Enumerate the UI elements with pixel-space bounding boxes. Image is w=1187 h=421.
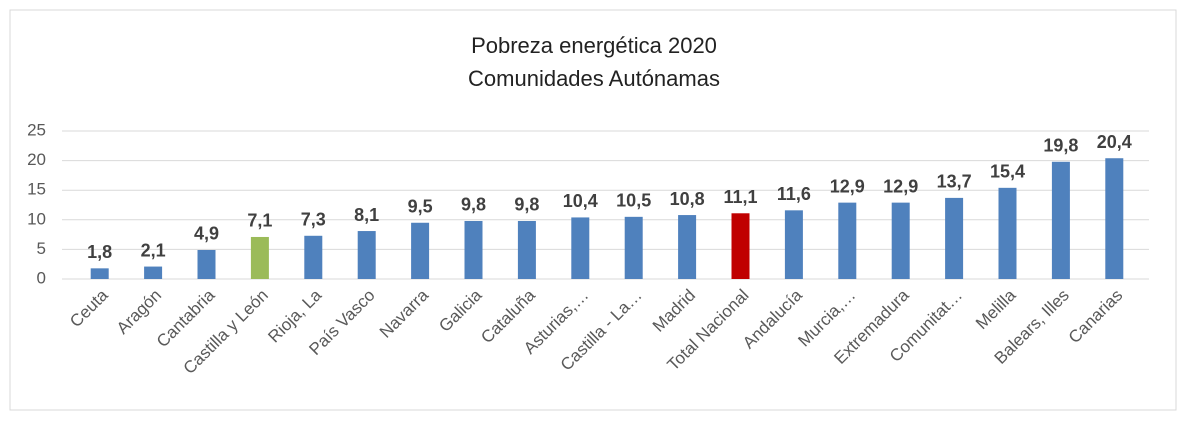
value-label: 13,7 — [937, 172, 972, 192]
y-tick-label: 15 — [27, 180, 46, 199]
value-label: 20,4 — [1097, 132, 1132, 152]
y-tick-label: 0 — [37, 268, 46, 287]
chart-subtitle: Comunidades Autónamas — [468, 66, 720, 91]
bar — [838, 202, 857, 279]
bar — [357, 231, 376, 279]
value-label: 9,5 — [408, 197, 433, 217]
bar — [90, 268, 109, 279]
bar — [1105, 158, 1124, 279]
value-label: 10,5 — [616, 191, 651, 211]
bar — [571, 217, 590, 279]
bar — [144, 266, 163, 279]
chart-border — [9, 9, 1177, 411]
value-label: 7,1 — [247, 211, 272, 231]
value-label: 2,1 — [141, 240, 166, 260]
value-label: 19,8 — [1043, 136, 1078, 156]
bar — [197, 249, 216, 279]
bar — [624, 216, 643, 279]
value-label: 8,1 — [354, 205, 379, 225]
chart-title: Pobreza energética 2020 — [471, 33, 717, 58]
value-label: 15,4 — [990, 162, 1025, 182]
value-label: 9,8 — [461, 195, 486, 215]
value-label: 10,4 — [563, 191, 598, 211]
bar — [304, 235, 323, 279]
bar — [998, 187, 1017, 279]
bar — [891, 202, 910, 279]
value-label: 11,6 — [777, 184, 811, 204]
y-tick-label: 25 — [27, 120, 46, 139]
bar — [517, 220, 536, 279]
value-label: 12,9 — [883, 176, 918, 196]
value-label: 7,3 — [301, 210, 326, 230]
bar — [1051, 161, 1070, 279]
bar — [250, 236, 269, 279]
bar — [464, 220, 483, 279]
value-label: 4,9 — [194, 224, 219, 244]
bar — [731, 213, 750, 279]
value-label: 12,9 — [830, 176, 865, 196]
value-label: 11,1 — [723, 187, 757, 207]
bar — [784, 210, 803, 279]
bar — [411, 222, 430, 279]
y-tick-label: 5 — [37, 239, 46, 258]
value-label: 9,8 — [514, 195, 539, 215]
bar — [945, 197, 964, 279]
value-label: 10,8 — [670, 189, 705, 209]
bar — [678, 215, 697, 279]
y-tick-label: 20 — [27, 150, 46, 169]
y-tick-label: 10 — [27, 209, 46, 228]
value-label: 1,8 — [87, 242, 112, 262]
